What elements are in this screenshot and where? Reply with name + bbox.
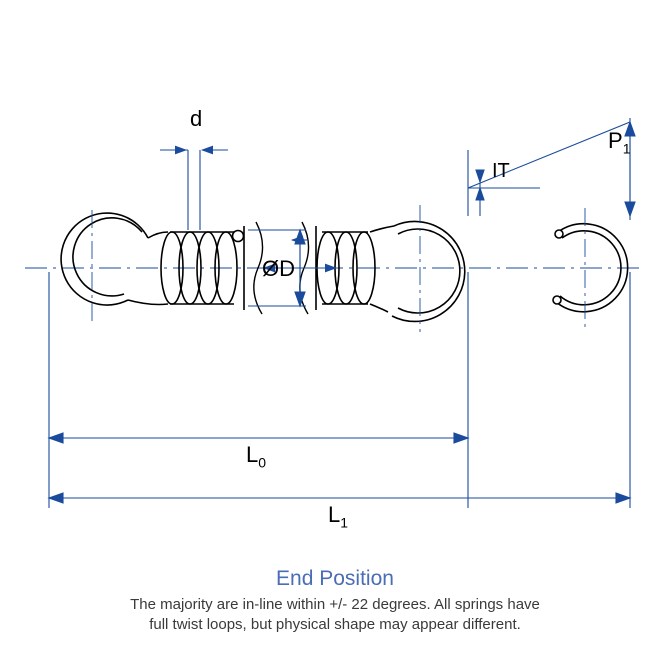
dia-letter: D <box>279 256 295 281</box>
label-d: d <box>190 106 202 132</box>
caption: End Position The majority are in-line wi… <box>0 567 670 636</box>
dim-d <box>160 150 228 230</box>
coil-block-right <box>316 226 394 312</box>
label-P1: P1 <box>608 128 630 156</box>
label-L0: L0 <box>246 442 266 470</box>
caption-line2: full twist loops, but physical shape may… <box>0 615 670 635</box>
right-hook <box>392 205 465 332</box>
dia-symbol: Ø <box>262 256 279 281</box>
dim-L1 <box>49 272 630 508</box>
L0-prefix: L <box>246 442 258 467</box>
label-L1: L1 <box>328 502 348 530</box>
L1-prefix: L <box>328 502 340 527</box>
caption-title: End Position <box>0 567 670 591</box>
caption-line1: The majority are in-line within +/- 22 d… <box>0 595 670 615</box>
L1-sub: 1 <box>340 514 348 530</box>
label-D: ØD <box>262 256 295 282</box>
L0-sub: 0 <box>258 454 266 470</box>
label-IT: IT <box>492 160 510 183</box>
P1-prefix: P <box>608 128 623 153</box>
P1-sub: 1 <box>623 140 631 156</box>
spring-diagram: d ØD L0 L1 IT P1 End Position The majori… <box>0 0 670 670</box>
